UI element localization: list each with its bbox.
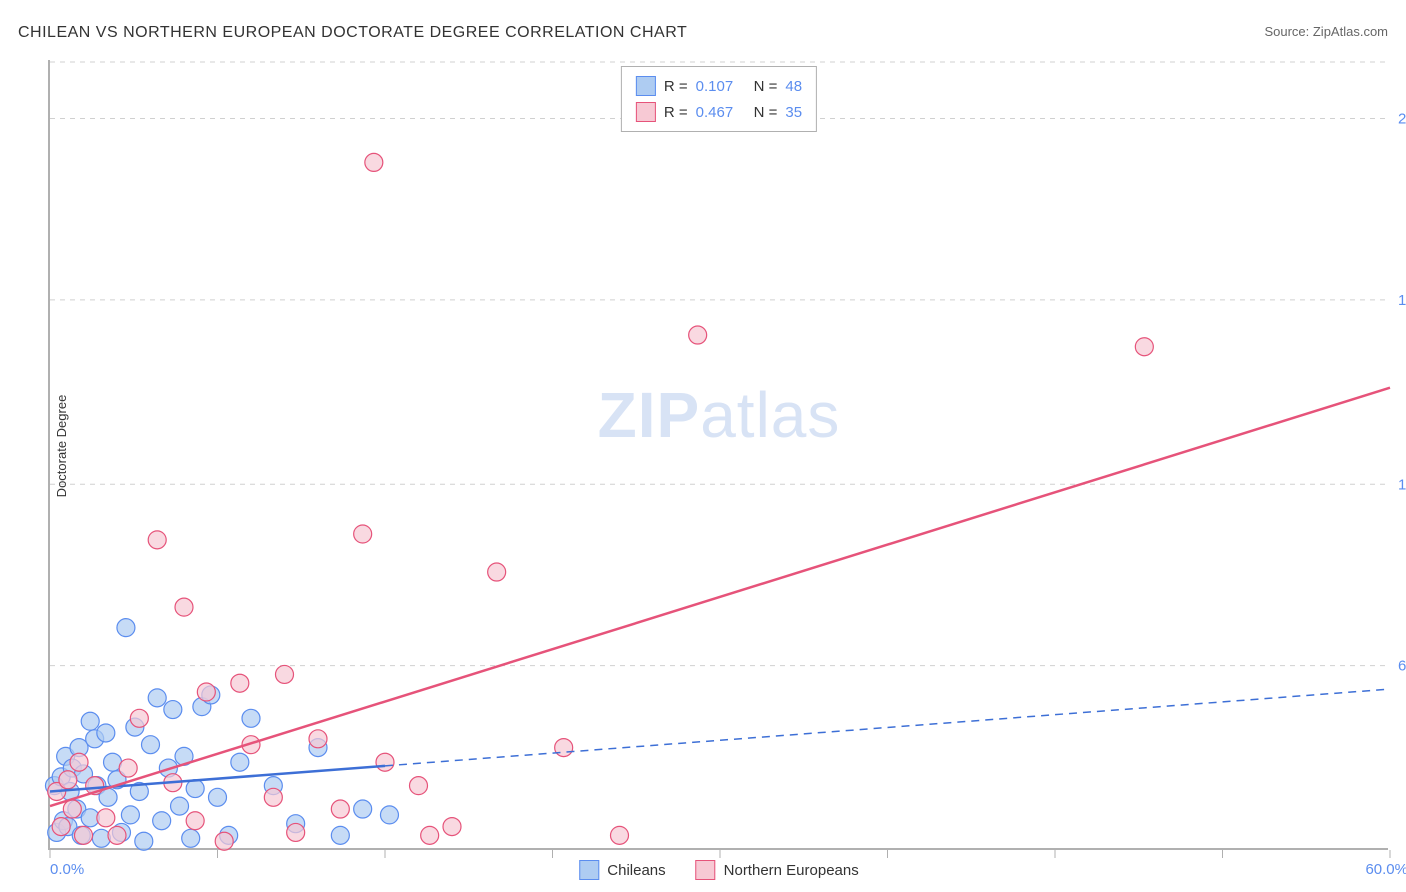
chart-svg: 6.3%12.5%18.8%25.0% bbox=[50, 60, 1388, 848]
legend-n-label: N = bbox=[754, 78, 778, 95]
legend-swatch bbox=[579, 860, 599, 880]
legend-n-value: 35 bbox=[785, 104, 802, 121]
x-axis-max-label: 60.0% bbox=[1365, 861, 1406, 878]
svg-text:12.5%: 12.5% bbox=[1398, 476, 1406, 493]
legend-series-label: Chileans bbox=[607, 862, 665, 879]
plot-area: ZIPatlas R =0.107N =48R =0.467N =35 6.3%… bbox=[48, 60, 1388, 850]
legend-top-row: R = 0.107 N = 48 bbox=[636, 73, 802, 99]
chart-source: Source: ZipAtlas.com bbox=[1264, 24, 1388, 39]
legend-swatch bbox=[696, 860, 716, 880]
svg-text:25.0%: 25.0% bbox=[1398, 111, 1406, 128]
legend-n-value: 48 bbox=[785, 78, 802, 95]
legend-n-label: N = bbox=[754, 104, 778, 121]
legend-r-value: 0.107 bbox=[696, 78, 746, 95]
x-axis-min-label: 0.0% bbox=[50, 861, 84, 878]
legend-top: R = 0.107 N = 48 R = 0.467 N = 35 bbox=[621, 66, 817, 132]
chart-title: CHILEAN VS NORTHERN EUROPEAN DOCTORATE D… bbox=[18, 24, 687, 42]
legend-swatch bbox=[636, 76, 656, 96]
legend-r-value: 0.467 bbox=[696, 104, 746, 121]
legend-swatch bbox=[636, 102, 656, 122]
legend-bottom-item: Chileans bbox=[579, 860, 665, 880]
legend-bottom: Chileans Northern Europeans bbox=[579, 860, 858, 880]
legend-series-label: Northern Europeans bbox=[724, 862, 859, 879]
svg-text:18.8%: 18.8% bbox=[1398, 292, 1406, 309]
legend-top-row: R = 0.467 N = 35 bbox=[636, 99, 802, 125]
svg-text:6.3%: 6.3% bbox=[1398, 658, 1406, 675]
legend-r-label: R = bbox=[664, 78, 688, 95]
legend-r-label: R = bbox=[664, 104, 688, 121]
legend-bottom-item: Northern Europeans bbox=[696, 860, 859, 880]
